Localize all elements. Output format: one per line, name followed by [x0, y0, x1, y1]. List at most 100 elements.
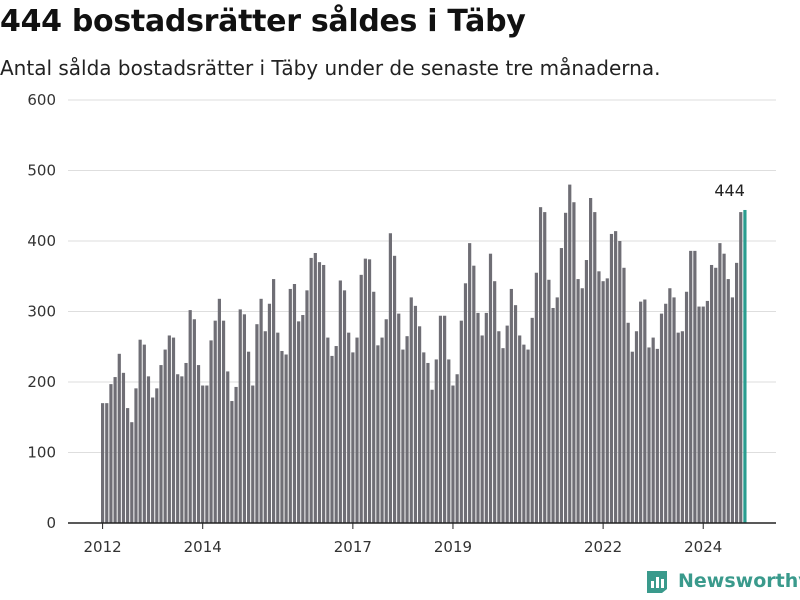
- y-tick-label: 100: [27, 444, 56, 462]
- bar: [372, 291, 376, 523]
- bar: [205, 385, 209, 523]
- bar: [551, 307, 555, 523]
- bar: [718, 243, 722, 523]
- bar: [584, 260, 589, 523]
- bar: [714, 267, 718, 523]
- y-axis-ticks: 0 100 200 300 400 500 600: [27, 91, 56, 532]
- bar: [151, 397, 155, 523]
- bar: [734, 262, 739, 523]
- y-tick-label: 600: [27, 91, 56, 109]
- bar: [213, 320, 217, 523]
- bar: [347, 332, 351, 523]
- x-tick-label: 2017: [334, 538, 372, 556]
- bar: [618, 241, 622, 523]
- bar: [580, 288, 584, 523]
- bar: [342, 290, 347, 523]
- bar: [505, 325, 509, 523]
- bar: [292, 284, 297, 523]
- bar: [380, 337, 384, 523]
- bar: [538, 207, 543, 523]
- bar: [530, 317, 534, 523]
- bar: [630, 351, 634, 523]
- bar: [176, 374, 180, 523]
- bar: [117, 353, 121, 523]
- bar: [647, 347, 651, 523]
- bar: [622, 267, 626, 523]
- bar: [326, 337, 330, 523]
- bar: [409, 297, 413, 523]
- bar: [463, 283, 468, 523]
- bar: [192, 319, 196, 523]
- bar: [101, 403, 105, 523]
- bar: [684, 291, 689, 523]
- bar: [697, 306, 701, 523]
- bar: [430, 389, 434, 523]
- x-axis: 2012 2014 2017 2019 2022 2024: [68, 522, 776, 556]
- bar: [488, 253, 493, 523]
- bar: [522, 344, 526, 523]
- bar: [468, 243, 472, 523]
- highlight-value-label: 444: [714, 181, 745, 200]
- bar: [163, 349, 167, 523]
- bar: [159, 365, 163, 523]
- bar: [626, 322, 630, 523]
- bar: [455, 374, 459, 523]
- bar: [605, 278, 609, 523]
- bar: [209, 340, 213, 523]
- bar: [568, 184, 572, 523]
- bar: [664, 303, 668, 523]
- bar: [226, 371, 230, 523]
- bar: [355, 337, 359, 523]
- bar: [230, 401, 234, 523]
- bar: [472, 265, 476, 523]
- bar: [142, 344, 146, 523]
- bar: [217, 298, 221, 523]
- bar: [526, 349, 530, 523]
- bar: [338, 280, 342, 523]
- bar: [434, 359, 438, 523]
- bar: [267, 303, 272, 523]
- brand-name: Newsworthy: [678, 570, 800, 592]
- bars: [101, 184, 747, 524]
- bar: [384, 319, 388, 523]
- bar: [443, 315, 447, 523]
- bar: [676, 332, 680, 523]
- bar: [730, 297, 735, 523]
- highlight-bar: [743, 209, 747, 524]
- bar: [709, 264, 714, 523]
- bar: [155, 388, 159, 523]
- bar: [593, 212, 597, 523]
- bar: [297, 321, 301, 523]
- bar: [726, 279, 730, 523]
- bar: [497, 331, 501, 523]
- bar: [242, 314, 247, 523]
- newsworthy-logo-icon: [647, 571, 667, 593]
- newsworthy-brand[interactable]: Newsworthy: [644, 568, 800, 594]
- bar: [167, 335, 171, 523]
- bar: [480, 335, 484, 523]
- bar: [121, 372, 126, 523]
- y-tick-label: 0: [46, 514, 56, 532]
- bar: [493, 281, 497, 523]
- bar: [563, 212, 568, 524]
- bar: [668, 288, 672, 523]
- bar: [484, 312, 488, 523]
- y-tick-label: 300: [27, 303, 56, 321]
- bar: [576, 279, 580, 523]
- bar: [259, 298, 263, 523]
- bar: [105, 403, 109, 523]
- bar: [184, 362, 188, 523]
- bar: [518, 335, 522, 523]
- bar: [459, 320, 463, 523]
- bar: [651, 337, 655, 523]
- bar: [317, 262, 322, 523]
- bar: [451, 385, 455, 523]
- bar: [639, 301, 643, 523]
- bar: [693, 250, 697, 523]
- bar: [171, 337, 176, 523]
- bar: [547, 279, 551, 523]
- x-tick-label: 2019: [434, 538, 472, 556]
- bar: [138, 339, 142, 523]
- y-tick-label: 200: [27, 373, 56, 391]
